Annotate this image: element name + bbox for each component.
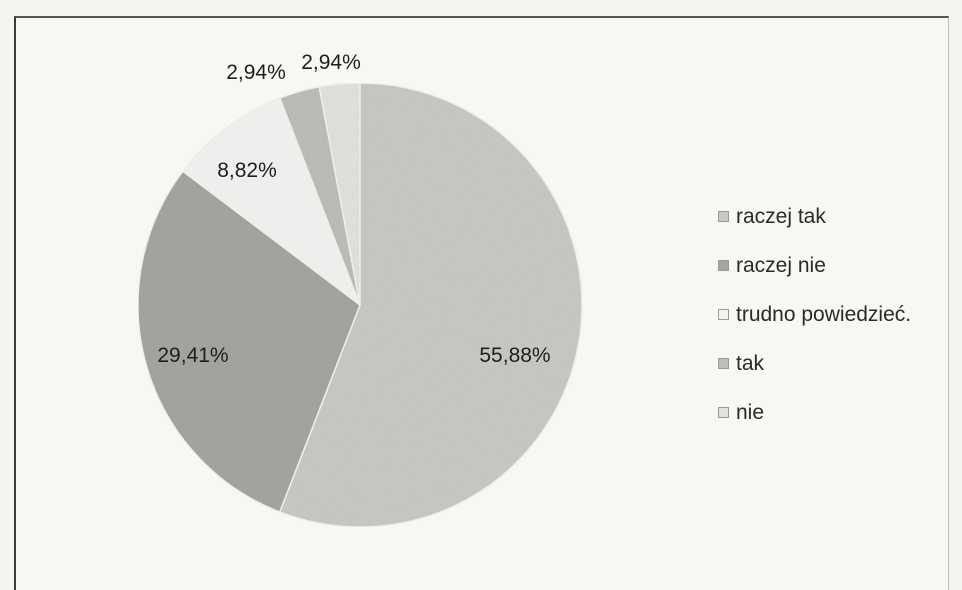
pie-data-labels: 55,88% 29,41% 8,82% 2,94% 2,94% (157, 51, 550, 367)
legend-item-nie: nie (718, 388, 958, 437)
legend-item-tak: tak (718, 339, 958, 388)
legend-item-raczej-tak: raczej tak (718, 192, 958, 241)
legend-label-raczej-tak: raczej tak (736, 204, 826, 228)
legend-swatch-raczej-tak (718, 211, 729, 222)
legend-swatch-raczej-nie (718, 260, 729, 271)
legend-swatch-tak (718, 358, 729, 369)
pie-slices (137, 82, 583, 528)
legend-label-nie: nie (736, 400, 765, 424)
pie-label-nie: 2,94% (301, 51, 361, 74)
pie-slice-nie (318, 82, 361, 306)
pie-slice-raczej-nie (137, 170, 361, 513)
pie-slice-trudno-powiedziec (181, 97, 362, 308)
legend-swatch-nie (718, 407, 729, 418)
legend-label-tak: tak (736, 351, 765, 375)
legend: raczej tak raczej nie trudno powiedzieć.… (718, 192, 958, 437)
pie-label-raczej-tak: 55,88% (479, 344, 550, 367)
pie-label-raczej-nie: 29,41% (157, 344, 228, 367)
pie-label-tak: 2,94% (226, 61, 286, 84)
legend-label-trudno-powiedziec: trudno powiedzieć. (736, 302, 912, 326)
legend-label-raczej-nie: raczej nie (736, 253, 826, 277)
pie-slice-raczej-tak (278, 82, 583, 528)
legend-item-trudno-powiedziec: trudno powiedzieć. (718, 290, 958, 339)
legend-swatch-trudno-powiedziec (718, 309, 729, 320)
pie-label-trudno-powiedziec: 8,82% (217, 159, 277, 182)
legend-item-raczej-nie: raczej nie (718, 241, 958, 290)
